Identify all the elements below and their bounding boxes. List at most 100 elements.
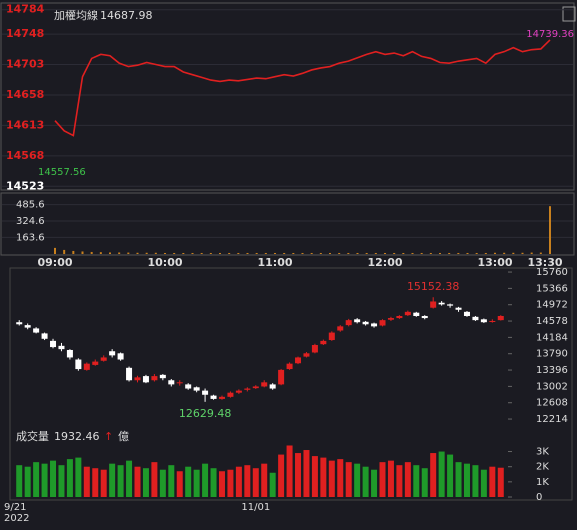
volume-bar xyxy=(365,252,368,254)
high-label: 15152.38 xyxy=(407,280,460,293)
volume-bar xyxy=(301,252,304,254)
volume-bar xyxy=(338,252,341,254)
candle-body xyxy=(58,345,65,350)
volume-bar xyxy=(191,252,194,254)
volume-bar xyxy=(127,252,130,254)
candle-body xyxy=(193,387,200,391)
volume-bar xyxy=(362,466,369,497)
volume-bar xyxy=(463,463,470,497)
volume-bar xyxy=(264,252,267,254)
candle-body xyxy=(379,320,386,326)
price-line xyxy=(54,39,551,137)
y-tick-label: 12214 xyxy=(536,414,568,425)
candle-body xyxy=(354,319,361,323)
candle-body xyxy=(202,390,209,395)
volume-bar xyxy=(494,252,496,254)
volume-bar xyxy=(100,469,107,497)
y-tick-label: 2K xyxy=(536,462,549,473)
candle-body xyxy=(218,396,225,399)
x-tick-label: 11:00 xyxy=(257,256,292,269)
volume-bar xyxy=(134,466,141,497)
candle-body xyxy=(261,382,268,387)
volume-bar xyxy=(521,252,524,254)
volume-bar xyxy=(274,252,276,254)
x-tick-label: 13:30 xyxy=(527,256,562,269)
x-tick-label: 9/21 xyxy=(4,502,26,513)
candle-body xyxy=(362,321,369,325)
volume-bar xyxy=(218,471,225,497)
candle-body xyxy=(117,353,124,360)
y-tick-label: 13002 xyxy=(536,381,568,392)
candle-body xyxy=(438,302,445,305)
volume-bar xyxy=(413,465,420,497)
candle-body xyxy=(185,384,192,389)
candle-body xyxy=(252,386,259,389)
candle-body xyxy=(337,326,344,331)
volume-bar xyxy=(303,450,310,497)
volume-bar xyxy=(66,459,73,497)
candle-body xyxy=(311,345,318,353)
volume-bar xyxy=(439,252,441,254)
volume-bar xyxy=(379,462,386,497)
volume-unit: 億 xyxy=(118,430,129,443)
candle-body xyxy=(24,325,31,328)
volume-bar xyxy=(109,463,116,497)
volume-bar xyxy=(200,252,203,254)
y-tick-label: 12608 xyxy=(536,398,568,409)
candle-body xyxy=(413,312,420,316)
volume-bar xyxy=(489,466,496,497)
candle-body xyxy=(447,304,454,306)
volume-bar xyxy=(411,252,414,254)
volume-bar xyxy=(512,252,515,254)
volume-bar xyxy=(237,252,240,254)
candle-body xyxy=(235,390,242,393)
volume-bar xyxy=(475,252,478,254)
volume-bar xyxy=(235,466,242,497)
volume-bar xyxy=(448,252,451,254)
volume-bar xyxy=(24,466,31,497)
x-tick-label: 09:00 xyxy=(37,256,72,269)
candle-body xyxy=(126,367,133,381)
candle-body xyxy=(244,388,251,390)
intraday-title: 加權均線 xyxy=(54,8,98,22)
x-tick-label: 10:00 xyxy=(147,256,182,269)
volume-bar xyxy=(90,251,93,254)
candle-body xyxy=(16,322,23,325)
y-tick-label: 14613 xyxy=(6,118,44,131)
volume-bar xyxy=(328,460,335,497)
volume-bar xyxy=(421,468,428,497)
volume-bar xyxy=(252,468,259,497)
volume-bar xyxy=(168,465,175,497)
volume-bar xyxy=(310,252,313,254)
low-label: 12629.48 xyxy=(179,407,232,420)
volume-bar xyxy=(182,252,185,254)
candle-body xyxy=(404,311,411,316)
volume-bar xyxy=(429,252,432,254)
volume-bar xyxy=(142,468,149,497)
link-icon[interactable] xyxy=(562,6,576,22)
y-tick-label: 15366 xyxy=(536,283,568,294)
volume-bar xyxy=(337,459,344,497)
candle-body xyxy=(227,392,234,397)
volume-bar xyxy=(371,469,378,497)
price-panel xyxy=(0,2,575,191)
volume-bar xyxy=(292,252,295,254)
y-tick-label: 14658 xyxy=(6,88,44,101)
volume-bar xyxy=(72,250,75,254)
volume-bar xyxy=(497,467,504,497)
candle-body xyxy=(75,359,82,370)
y-tick-label: 163.6 xyxy=(16,232,45,243)
volume-bar xyxy=(126,460,133,497)
candle-body xyxy=(41,333,48,339)
y-tick-label: 1K xyxy=(536,477,549,488)
volume-bar xyxy=(136,252,139,254)
candle-body xyxy=(100,357,107,361)
volume-bar xyxy=(320,457,327,497)
x-tick-label: 11/01 xyxy=(241,502,270,513)
volume-bar xyxy=(164,252,166,254)
volume-bar xyxy=(356,252,359,254)
volume-current: 1932.46 xyxy=(54,430,100,443)
y-tick-label: 324.6 xyxy=(16,216,45,227)
volume-bar xyxy=(374,252,377,254)
